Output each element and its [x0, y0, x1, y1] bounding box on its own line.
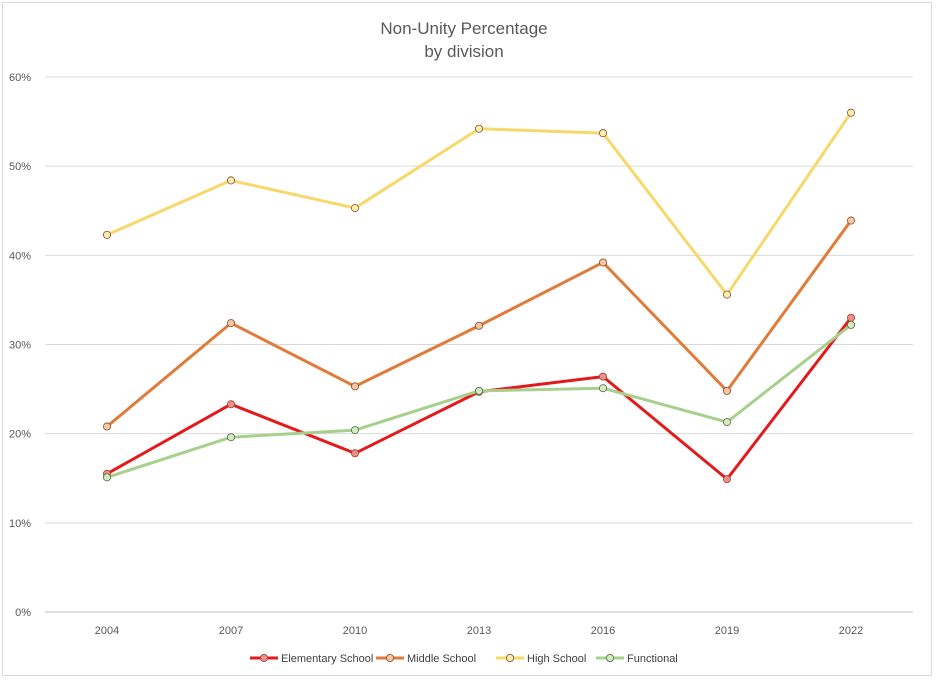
x-tick-label: 2016 [591, 625, 615, 637]
data-point-elementary-school [847, 313, 856, 322]
data-point-high-school [226, 176, 235, 185]
data-point-functional [599, 384, 608, 393]
y-axis-ticks: 0% 10% 20% 30% 40% 50% 60% [9, 72, 31, 619]
legend-marker [385, 654, 394, 663]
data-point-high-school [599, 129, 608, 138]
data-point-middle-school [350, 382, 359, 391]
data-point-middle-school [723, 386, 732, 395]
y-tick-label: 60% [9, 72, 31, 84]
data-point-functional [103, 473, 112, 482]
y-tick-label: 0% [15, 607, 31, 619]
data-point-elementary-school [350, 449, 359, 458]
legend-item: Middle School [376, 653, 476, 665]
data-point-elementary-school [723, 475, 732, 484]
data-point-functional [723, 418, 732, 427]
legend-label: High School [527, 653, 586, 665]
series-elementary-school [103, 313, 856, 484]
data-point-high-school [474, 124, 483, 133]
series-middle-school [103, 216, 856, 431]
x-tick-label: 2013 [467, 625, 491, 637]
data-point-functional [350, 426, 359, 435]
series-line-functional [105, 323, 853, 479]
data-point-functional [226, 433, 235, 442]
chart-title-line2: by division [424, 42, 503, 61]
data-point-middle-school [474, 321, 483, 330]
x-tick-label: 2022 [839, 625, 863, 637]
legend-label: Middle School [407, 653, 476, 665]
legend-item: High School [496, 653, 586, 665]
x-axis-ticks: 2004 2007 2010 2013 2016 2019 2022 [95, 625, 863, 637]
series-lines [103, 108, 856, 484]
legend-marker [505, 654, 514, 663]
x-tick-label: 2004 [95, 625, 119, 637]
y-tick-label: 40% [9, 250, 31, 262]
data-point-functional [847, 320, 856, 329]
y-tick-label: 10% [9, 518, 31, 530]
series-high-school [103, 108, 856, 299]
y-tick-label: 50% [9, 161, 31, 173]
data-point-middle-school [226, 319, 235, 328]
legend-label: Functional [627, 653, 678, 665]
data-point-functional [474, 386, 483, 395]
data-point-middle-school [847, 216, 856, 225]
x-tick-label: 2007 [219, 625, 243, 637]
data-point-high-school [103, 230, 112, 239]
chart-title-line1: Non-Unity Percentage [380, 19, 547, 38]
data-point-high-school [723, 290, 732, 299]
series-line-elementary-school [105, 316, 853, 481]
series-functional [103, 320, 856, 482]
legend-item: Functional [596, 653, 678, 665]
data-point-high-school [350, 204, 359, 213]
data-point-high-school [847, 108, 856, 117]
data-point-middle-school [103, 422, 112, 431]
legend-marker [259, 654, 268, 663]
legend-label: Elementary School [281, 653, 373, 665]
data-point-elementary-school [226, 400, 235, 409]
legend-marker [606, 654, 615, 663]
x-tick-label: 2019 [715, 625, 739, 637]
line-chart: Non-Unity Percentage by division 0% 10% 20… [9, 19, 913, 665]
y-tick-label: 20% [9, 429, 31, 441]
data-point-elementary-school [599, 372, 608, 381]
y-tick-label: 30% [9, 340, 31, 352]
x-tick-label: 2010 [343, 625, 367, 637]
series-line-high-school [105, 111, 853, 297]
data-point-middle-school [599, 258, 608, 267]
legend-item: Elementary School [250, 653, 373, 665]
legend: Elementary School Middle School High Schoo… [250, 653, 678, 665]
gridlines [45, 76, 913, 613]
